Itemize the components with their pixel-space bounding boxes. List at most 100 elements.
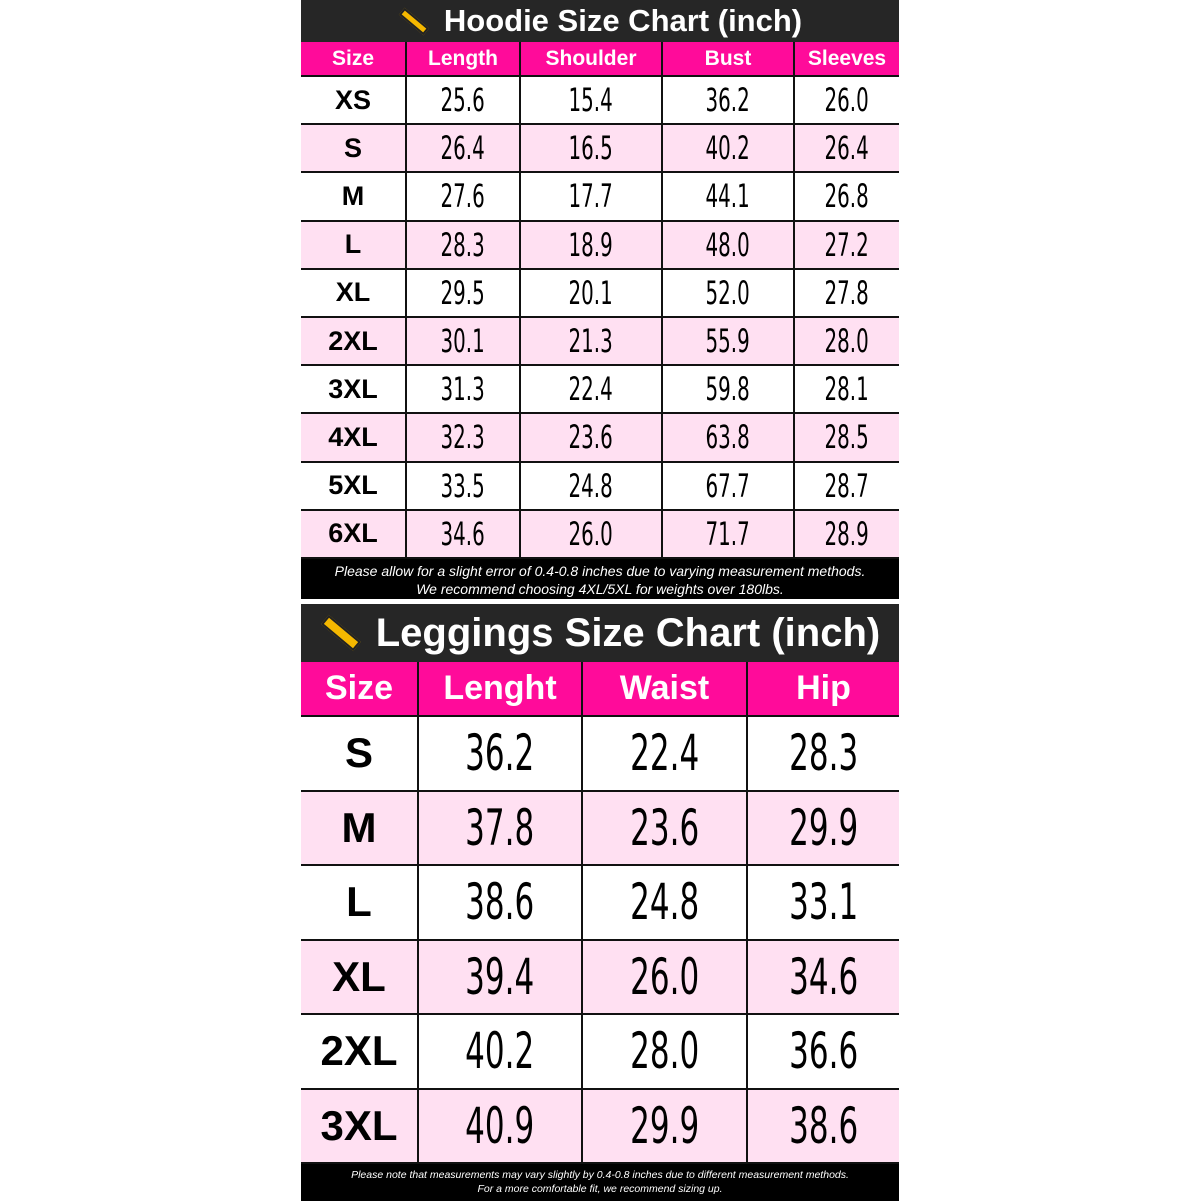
- measurement-value: 15.4: [568, 81, 614, 120]
- measurement-cell: 15.4: [520, 76, 663, 126]
- column-header: Size: [301, 662, 419, 717]
- measurement-cell: 40.9: [418, 1088, 583, 1164]
- size-cell: 2XL: [301, 316, 407, 367]
- size-cell: 2XL: [301, 1014, 419, 1090]
- table-row: 4XL 32.3 23.6 63.8 28.5: [301, 413, 899, 463]
- measurement-value: 17.7: [568, 177, 614, 216]
- measurement-cell: 40.2: [418, 1014, 583, 1090]
- measurement-value: 36.6: [788, 1022, 859, 1081]
- column-header: Waist: [582, 662, 748, 717]
- measurement-cell: 26.4: [406, 124, 521, 174]
- size-cell: L: [301, 220, 407, 270]
- table-row: 2XL 30.1 21.3 55.9 28.0: [301, 316, 899, 367]
- measurement-value: 28.0: [629, 1022, 700, 1081]
- table-row: S 26.4 16.5 40.2 26.4: [301, 124, 899, 174]
- size-cell: 3XL: [301, 365, 407, 415]
- hoodie-size-chart: Hoodie Size Chart (inch) Size Length Shoul…: [301, 0, 899, 599]
- measurement-cell: 26.0: [520, 509, 663, 559]
- measurement-cell: 28.0: [582, 1014, 748, 1090]
- measurement-cell: 25.6: [406, 76, 521, 126]
- measurement-value: 26.4: [440, 129, 486, 168]
- table-row: M 27.6 17.7 44.1 26.8: [301, 172, 899, 222]
- measurement-value: 59.8: [705, 370, 751, 409]
- measurement-cell: 28.9: [794, 509, 899, 559]
- measurement-value: 31.3: [440, 370, 486, 409]
- leggings-size-chart: Leggings Size Chart (inch) Size Lenght Wai…: [301, 604, 899, 1201]
- measurement-value: 40.2: [465, 1022, 535, 1081]
- column-header: Bust: [662, 42, 795, 77]
- measurement-value: 36.2: [705, 81, 751, 120]
- leggings-table: Size Lenght Waist Hip S 36.2 22.4 28.3 M 37.8 23.…: [301, 662, 899, 1164]
- measurement-value: 22.4: [629, 724, 700, 783]
- size-cell: S: [301, 716, 419, 792]
- leggings-note-line-1: Please note that measurements may vary s…: [351, 1169, 849, 1181]
- measurement-cell: 26.0: [582, 939, 748, 1015]
- measurement-value: 16.5: [568, 129, 614, 168]
- measurement-cell: 23.6: [520, 413, 663, 463]
- measurement-cell: 36.6: [747, 1014, 899, 1090]
- size-cell: 3XL: [301, 1088, 419, 1164]
- size-cell: S: [301, 124, 407, 174]
- hoodie-title-bar: Hoodie Size Chart (inch): [301, 0, 899, 42]
- measurement-value: 28.7: [824, 466, 870, 505]
- measurement-value: 28.1: [824, 370, 870, 409]
- table-row: 3XL 40.9 29.9 38.6: [301, 1088, 899, 1164]
- size-cell: 6XL: [301, 509, 407, 559]
- measurement-cell: 24.8: [520, 461, 663, 511]
- measurement-value: 20.1: [568, 273, 614, 312]
- measurement-cell: 17.7: [520, 172, 663, 222]
- size-cell: XS: [301, 76, 407, 126]
- measurement-value: 22.4: [568, 370, 614, 409]
- measurement-cell: 23.6: [582, 790, 748, 866]
- measurement-cell: 18.9: [520, 220, 663, 270]
- measurement-cell: 71.7: [662, 509, 795, 559]
- measurement-cell: 24.8: [582, 865, 748, 941]
- leggings-title: Leggings Size Chart (inch): [375, 610, 881, 655]
- hoodie-note-line-1: Please allow for a slight error of 0.4-0…: [334, 562, 866, 579]
- hoodie-title: Hoodie Size Chart (inch): [443, 3, 803, 38]
- measurement-cell: 20.1: [520, 268, 663, 318]
- measurement-cell: 59.8: [662, 365, 795, 415]
- measurement-cell: 37.8: [418, 790, 583, 866]
- size-cell: 4XL: [301, 413, 407, 463]
- measurement-cell: 16.5: [520, 124, 663, 174]
- measurement-cell: 55.9: [662, 316, 795, 367]
- measurement-value: 40.2: [705, 129, 751, 168]
- measurement-cell: 28.0: [794, 316, 899, 367]
- measurement-cell: 28.3: [747, 716, 899, 792]
- hoodie-table: Size Length Shoulder Bust Sleeves XS 25.6 15.4…: [301, 42, 899, 559]
- measurement-cell: 38.6: [747, 1088, 899, 1164]
- size-cell: XL: [301, 939, 419, 1015]
- measurement-cell: 31.3: [406, 365, 521, 415]
- measurement-value: 33.1: [788, 873, 859, 932]
- measurement-value: 28.3: [440, 225, 486, 264]
- size-cell: 5XL: [301, 461, 407, 511]
- measurement-value: 29.5: [440, 273, 486, 312]
- measurement-value: 28.5: [824, 418, 870, 457]
- measurement-value: 37.8: [465, 798, 535, 857]
- measurement-value: 34.6: [788, 947, 859, 1006]
- measurement-value: 55.9: [705, 322, 751, 361]
- measurement-cell: 33.1: [747, 865, 899, 941]
- measurement-cell: 32.3: [406, 413, 521, 463]
- size-cell: L: [301, 865, 419, 941]
- measurement-cell: 52.0: [662, 268, 795, 318]
- leggings-note: Please note that measurements may vary s…: [301, 1164, 899, 1201]
- measurement-cell: 29.9: [582, 1088, 748, 1164]
- measurement-value: 71.7: [705, 514, 751, 553]
- measurement-value: 30.1: [440, 322, 486, 361]
- measurement-cell: 26.4: [794, 124, 899, 174]
- measurement-cell: 27.8: [794, 268, 899, 318]
- measurement-cell: 48.0: [662, 220, 795, 270]
- column-header: Shoulder: [520, 42, 663, 77]
- measurement-cell: 28.5: [794, 413, 899, 463]
- column-header: Hip: [747, 662, 899, 717]
- measurement-value: 26.0: [568, 514, 614, 553]
- measurement-cell: 28.7: [794, 461, 899, 511]
- measurement-value: 36.2: [465, 724, 535, 783]
- measurement-value: 24.8: [568, 466, 614, 505]
- table-row: 6XL 34.6 26.0 71.7 28.9: [301, 509, 899, 559]
- table-row: XS 25.6 15.4 36.2 26.0: [301, 76, 899, 126]
- table-row: XL 29.5 20.1 52.0 27.8: [301, 268, 899, 318]
- measurement-cell: 34.6: [406, 509, 521, 559]
